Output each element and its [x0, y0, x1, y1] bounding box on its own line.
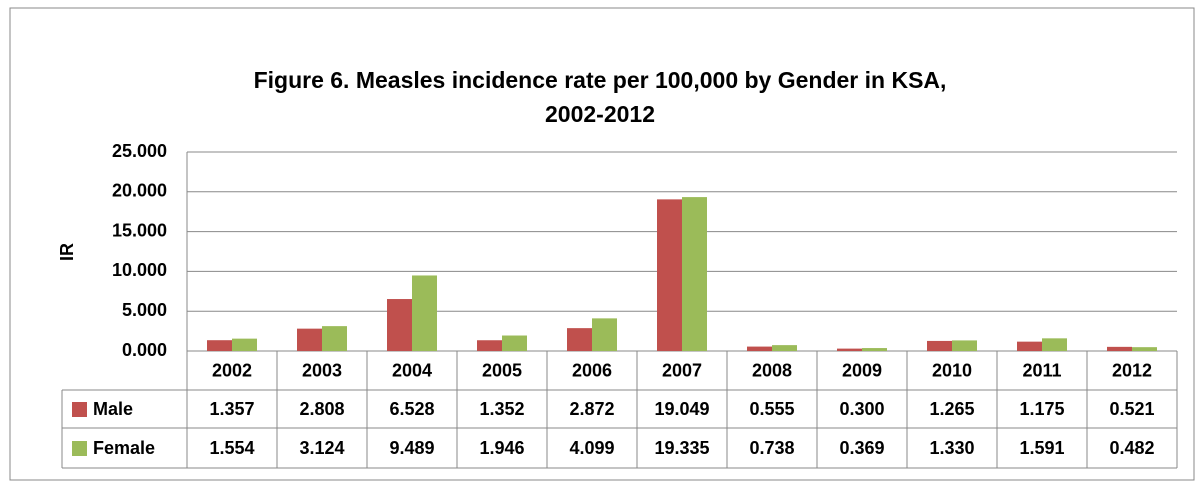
bar [477, 340, 502, 351]
x-tick-label: 2007 [662, 360, 702, 380]
x-tick-label: 2005 [482, 360, 522, 380]
legend-key [72, 441, 87, 456]
table-value: 19.049 [654, 399, 709, 419]
x-tick-label: 2004 [392, 360, 432, 380]
table-value: 6.528 [389, 399, 434, 419]
bar [1107, 346, 1132, 351]
table-value: 1.175 [1019, 399, 1064, 419]
y-tick-label: 5.000 [122, 300, 167, 320]
bar [412, 275, 437, 351]
bar [772, 345, 797, 351]
table-value: 0.555 [749, 399, 794, 419]
x-tick-label: 2008 [752, 360, 792, 380]
x-tick-label: 2002 [212, 360, 252, 380]
legend-key [72, 402, 87, 417]
table-value: 1.330 [929, 438, 974, 458]
bar [1042, 338, 1067, 351]
y-tick-label: 10.000 [112, 260, 167, 280]
bar [297, 328, 322, 351]
x-tick-label: 2010 [932, 360, 972, 380]
table-value: 19.335 [654, 438, 709, 458]
bar [1132, 347, 1157, 351]
x-tick-label: 2009 [842, 360, 882, 380]
table-value: 1.357 [209, 399, 254, 419]
table-value: 0.521 [1109, 399, 1154, 419]
bar [567, 328, 592, 351]
x-tick-label: 2012 [1112, 360, 1152, 380]
table-value: 4.099 [569, 438, 614, 458]
y-tick-label: 0.000 [122, 340, 167, 360]
bar [862, 348, 887, 351]
x-tick-label: 2003 [302, 360, 342, 380]
bar [1017, 341, 1042, 351]
chart-subtitle: 2002-2012 [545, 101, 655, 127]
bar [502, 335, 527, 351]
y-tick-label: 25.000 [112, 141, 167, 161]
table-value: 3.124 [299, 438, 344, 458]
table-value: 1.946 [479, 438, 524, 458]
bar [657, 199, 682, 351]
bar [322, 326, 347, 351]
y-tick-label: 20.000 [112, 181, 167, 201]
table-value: 1.591 [1019, 438, 1064, 458]
x-tick-label: 2006 [572, 360, 612, 380]
table-value: 0.482 [1109, 438, 1154, 458]
bar [207, 340, 232, 351]
table-value: 1.554 [209, 438, 254, 458]
bar [682, 197, 707, 351]
table-value: 0.738 [749, 438, 794, 458]
y-tick-label: 15.000 [112, 220, 167, 240]
bar [387, 299, 412, 351]
bar [927, 340, 952, 351]
bar [747, 346, 772, 351]
bar [952, 340, 977, 351]
bar [837, 348, 862, 351]
table-value: 1.265 [929, 399, 974, 419]
table-value: 9.489 [389, 438, 434, 458]
bar [592, 318, 617, 351]
table-value: 0.369 [839, 438, 884, 458]
chart-title: Figure 6. Measles incidence rate per 100… [254, 67, 947, 93]
table-value: 2.872 [569, 399, 614, 419]
legend-label: Male [93, 399, 133, 419]
bar [232, 338, 257, 351]
table-value: 0.300 [839, 399, 884, 419]
table-value: 2.808 [299, 399, 344, 419]
y-axis-label: IR [57, 243, 77, 261]
x-tick-label: 2011 [1022, 360, 1061, 380]
table-value: 1.352 [479, 399, 524, 419]
legend-label: Female [93, 438, 155, 458]
